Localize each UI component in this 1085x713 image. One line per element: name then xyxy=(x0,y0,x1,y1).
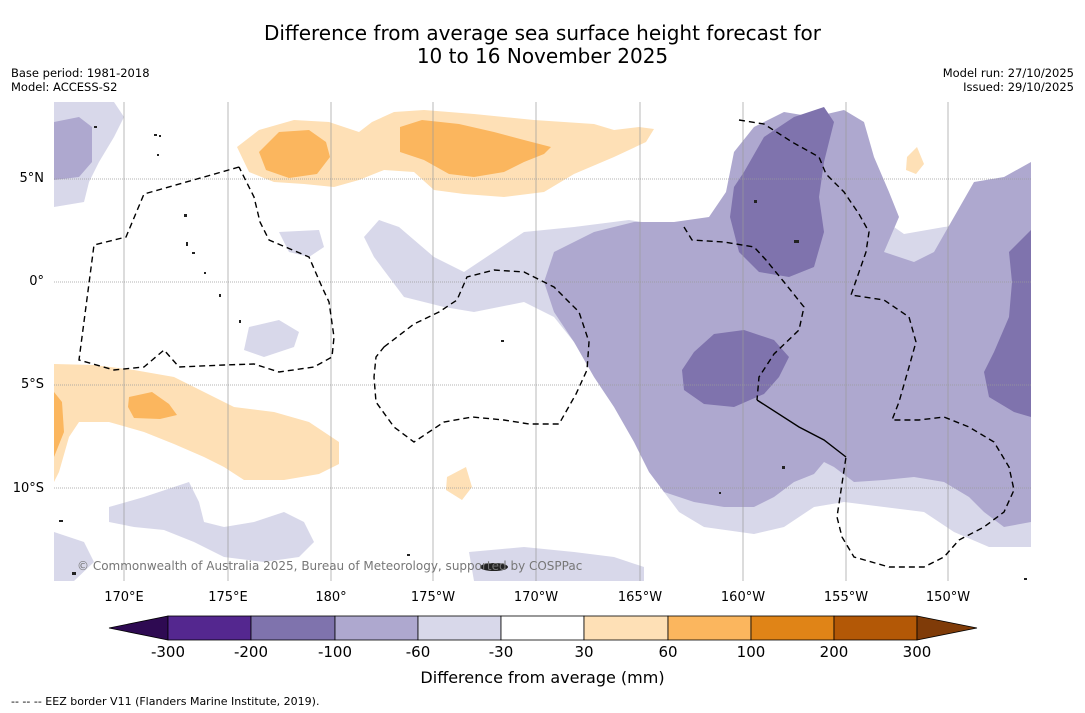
lon-label-175e: 175°E xyxy=(208,590,248,605)
eez-borders xyxy=(78,119,1015,568)
lon-label-180: 180° xyxy=(315,590,347,605)
colorbar-segment-p100-p200 xyxy=(750,615,835,641)
island xyxy=(184,214,187,217)
island xyxy=(754,200,757,203)
colorbar-tick: 200 xyxy=(819,643,849,661)
lat-label-5s: 5°S xyxy=(20,377,44,392)
lon-label-170e: 170°E xyxy=(104,590,144,605)
lat-label-10s: 10°S xyxy=(12,481,44,496)
map-title-line2: 10 to 16 November 2025 xyxy=(416,44,669,68)
colorbar-segment-p30-p60 xyxy=(583,615,669,641)
base-period-text: Base period: 1981-2018 xyxy=(11,66,150,80)
island xyxy=(192,252,195,254)
colorbar-tick: -60 xyxy=(405,643,431,661)
eez-footnote: -- -- -- EEZ border V11 (Flanders Marine… xyxy=(11,695,320,708)
island xyxy=(719,492,721,494)
island xyxy=(407,554,410,556)
colorbar-tick: -300 xyxy=(150,643,186,661)
copyright-credit: © Commonwealth of Australia 2025, Bureau… xyxy=(77,559,583,573)
lon-label-175w: 175°W xyxy=(410,590,456,605)
issued-date-text: Issued: 29/10/2025 xyxy=(963,80,1074,94)
right-metadata: Model run: 27/10/2025 Issued: 29/10/2025 xyxy=(943,66,1074,94)
island xyxy=(501,340,504,342)
island xyxy=(159,135,161,137)
island xyxy=(157,154,159,156)
colorbar-segment-p200-p300 xyxy=(833,615,918,641)
colorbar-tick: 100 xyxy=(736,643,766,661)
sea-height-map-svg xyxy=(54,102,1031,581)
anomaly-m200-m100-regions xyxy=(682,107,1031,417)
island xyxy=(154,134,157,136)
map-title: Difference from average sea surface heig… xyxy=(0,22,1085,68)
island xyxy=(239,320,241,323)
island xyxy=(1024,578,1027,580)
island xyxy=(219,294,221,297)
lon-label-170w: 170°W xyxy=(513,590,559,605)
colorbar-tick: 30 xyxy=(574,643,594,661)
colorbar-tick: -100 xyxy=(317,643,353,661)
anomaly-m100-m60-regions xyxy=(54,110,1031,527)
colorbar-segment-p60-p100 xyxy=(667,615,752,641)
island xyxy=(59,520,63,522)
colorbar-tick: 60 xyxy=(658,643,678,661)
model-run-text: Model run: 27/10/2025 xyxy=(942,66,1074,80)
anomaly-p60-p100-regions xyxy=(54,120,551,457)
colorbar-extend-high xyxy=(916,615,978,641)
colorbar-tick: 300 xyxy=(902,643,932,661)
colorbar-segment-m30-30 xyxy=(500,615,585,641)
colorbar-label: Difference from average (mm) xyxy=(420,668,665,687)
graticule xyxy=(54,102,1031,581)
island xyxy=(72,572,76,575)
lon-label-165w: 165°W xyxy=(617,590,663,605)
colorbar-segment-m100-m60 xyxy=(334,615,419,641)
island xyxy=(782,466,785,469)
islands xyxy=(59,126,1027,580)
colorbar-segment-m200-m100 xyxy=(250,615,336,641)
lon-label-160w: 160°W xyxy=(720,590,766,605)
map-title-line1: Difference from average sea surface heig… xyxy=(263,21,822,45)
lon-label-150w: 150°W xyxy=(925,590,971,605)
colorbar-segment-m60-m30 xyxy=(417,615,502,641)
lon-label-155w: 155°W xyxy=(823,590,869,605)
island xyxy=(186,242,188,246)
sea-height-map xyxy=(54,102,1031,581)
eez-border-solid xyxy=(756,399,847,458)
lat-label-5n: 5°N xyxy=(19,171,45,186)
island xyxy=(480,563,508,571)
island xyxy=(794,240,799,243)
island xyxy=(204,272,206,274)
colorbar-tick: -30 xyxy=(488,643,514,661)
colorbar xyxy=(108,615,978,641)
colorbar-segment-m300-m200 xyxy=(167,615,252,641)
island xyxy=(94,126,97,128)
left-metadata: Base period: 1981-2018 Model: ACCESS-S2 xyxy=(11,66,150,94)
lat-label-0: 0° xyxy=(29,274,44,289)
model-name-text: Model: ACCESS-S2 xyxy=(11,80,118,94)
colorbar-tick: -200 xyxy=(233,643,269,661)
colorbar-extend-low xyxy=(108,615,169,641)
